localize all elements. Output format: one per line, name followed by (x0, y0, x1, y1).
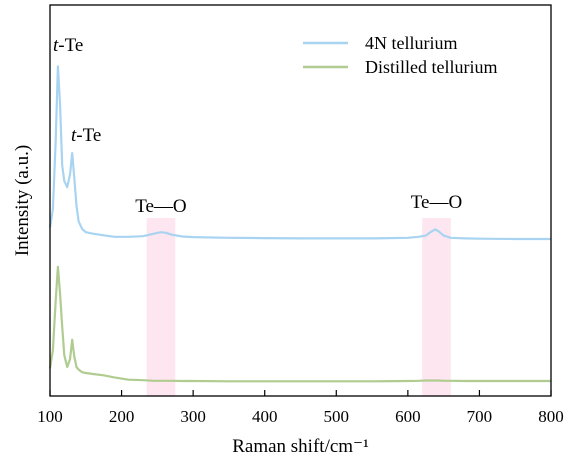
x-tick-label: 500 (324, 407, 350, 426)
x-tick-label: 300 (180, 407, 206, 426)
y-axis-title: Intensity (a.u.) (12, 145, 33, 256)
x-tick-label: 700 (467, 407, 493, 426)
series-layer (48, 65, 551, 383)
shaded-band (146, 218, 176, 396)
x-tick-label: 400 (252, 407, 278, 426)
annotations: Te—O Te—O t-Te t-Te (53, 35, 462, 217)
peak-label: t-Te (53, 35, 83, 56)
shaded-bands (146, 218, 451, 396)
shaded-band (422, 218, 451, 396)
legend-label: Distilled tellurium (365, 57, 498, 77)
x-tick-label: 200 (109, 407, 135, 426)
band-label: Te—O (411, 192, 462, 213)
x-axis-title: Raman shift/cm⁻¹ (232, 436, 369, 457)
legend: 4N tellurium Distilled tellurium (303, 33, 498, 77)
x-tick-label: 100 (37, 407, 63, 426)
series-line (48, 65, 551, 241)
series-line (48, 265, 551, 383)
x-ticks: 100 200 300 400 500 600 700 800 (37, 390, 564, 426)
plot-frame (49, 4, 552, 397)
band-label: Te—O (135, 196, 186, 217)
peak-label: t-Te (71, 125, 101, 146)
legend-label: 4N tellurium (365, 33, 458, 53)
x-tick-label: 800 (538, 407, 564, 426)
x-tick-label: 600 (395, 407, 421, 426)
